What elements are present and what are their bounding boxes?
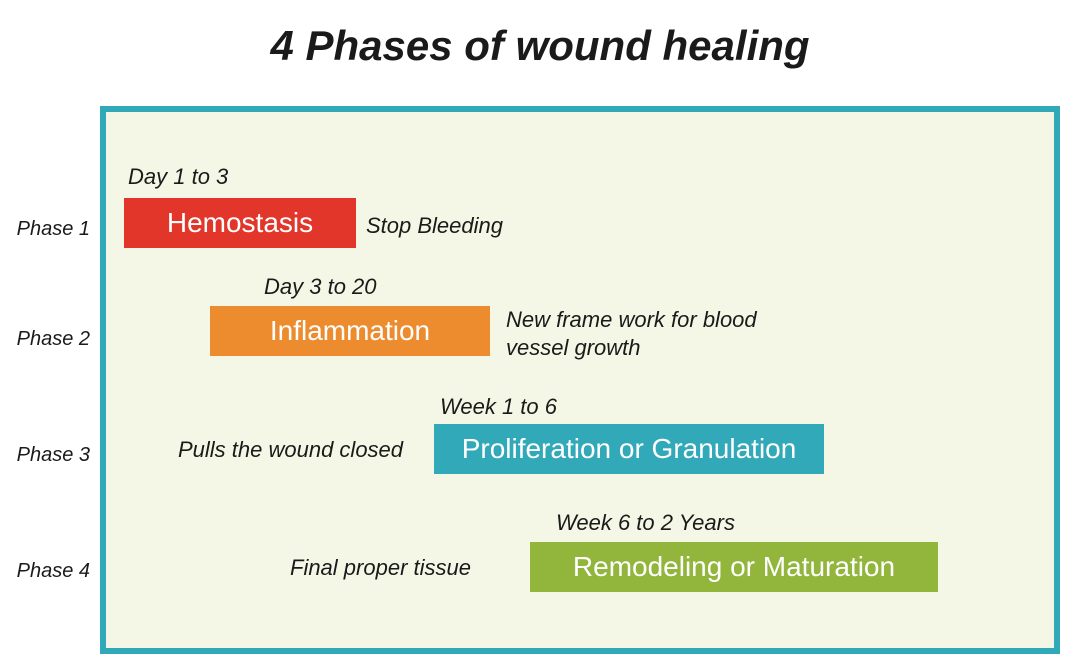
phase-2-label: Phase 2 [0, 328, 90, 351]
phase-1-box: Hemostasis [124, 198, 356, 248]
phase-3-box: Proliferation or Granulation [434, 424, 824, 474]
phase-3-time: Week 1 to 6 [440, 394, 557, 420]
phase-1-label: Phase 1 [0, 218, 90, 241]
phase-1-time: Day 1 to 3 [128, 164, 228, 190]
phase-2-box: Inflammation [210, 306, 490, 356]
page-title: 4 Phases of wound healing [0, 0, 1080, 88]
phase-4-desc: Final proper tissue [290, 554, 520, 582]
phase-4-label: Phase 4 [0, 560, 90, 583]
phase-3-label: Phase 3 [0, 444, 90, 467]
phase-3-desc: Pulls the wound closed [178, 436, 428, 464]
phase-2-time: Day 3 to 20 [264, 274, 377, 300]
phase-4-box: Remodeling or Maturation [530, 542, 938, 592]
phase-1-desc: Stop Bleeding [366, 212, 666, 240]
phase-2-desc: New frame work for blood vessel growth [506, 306, 786, 361]
phase-4-time: Week 6 to 2 Years [556, 510, 735, 536]
